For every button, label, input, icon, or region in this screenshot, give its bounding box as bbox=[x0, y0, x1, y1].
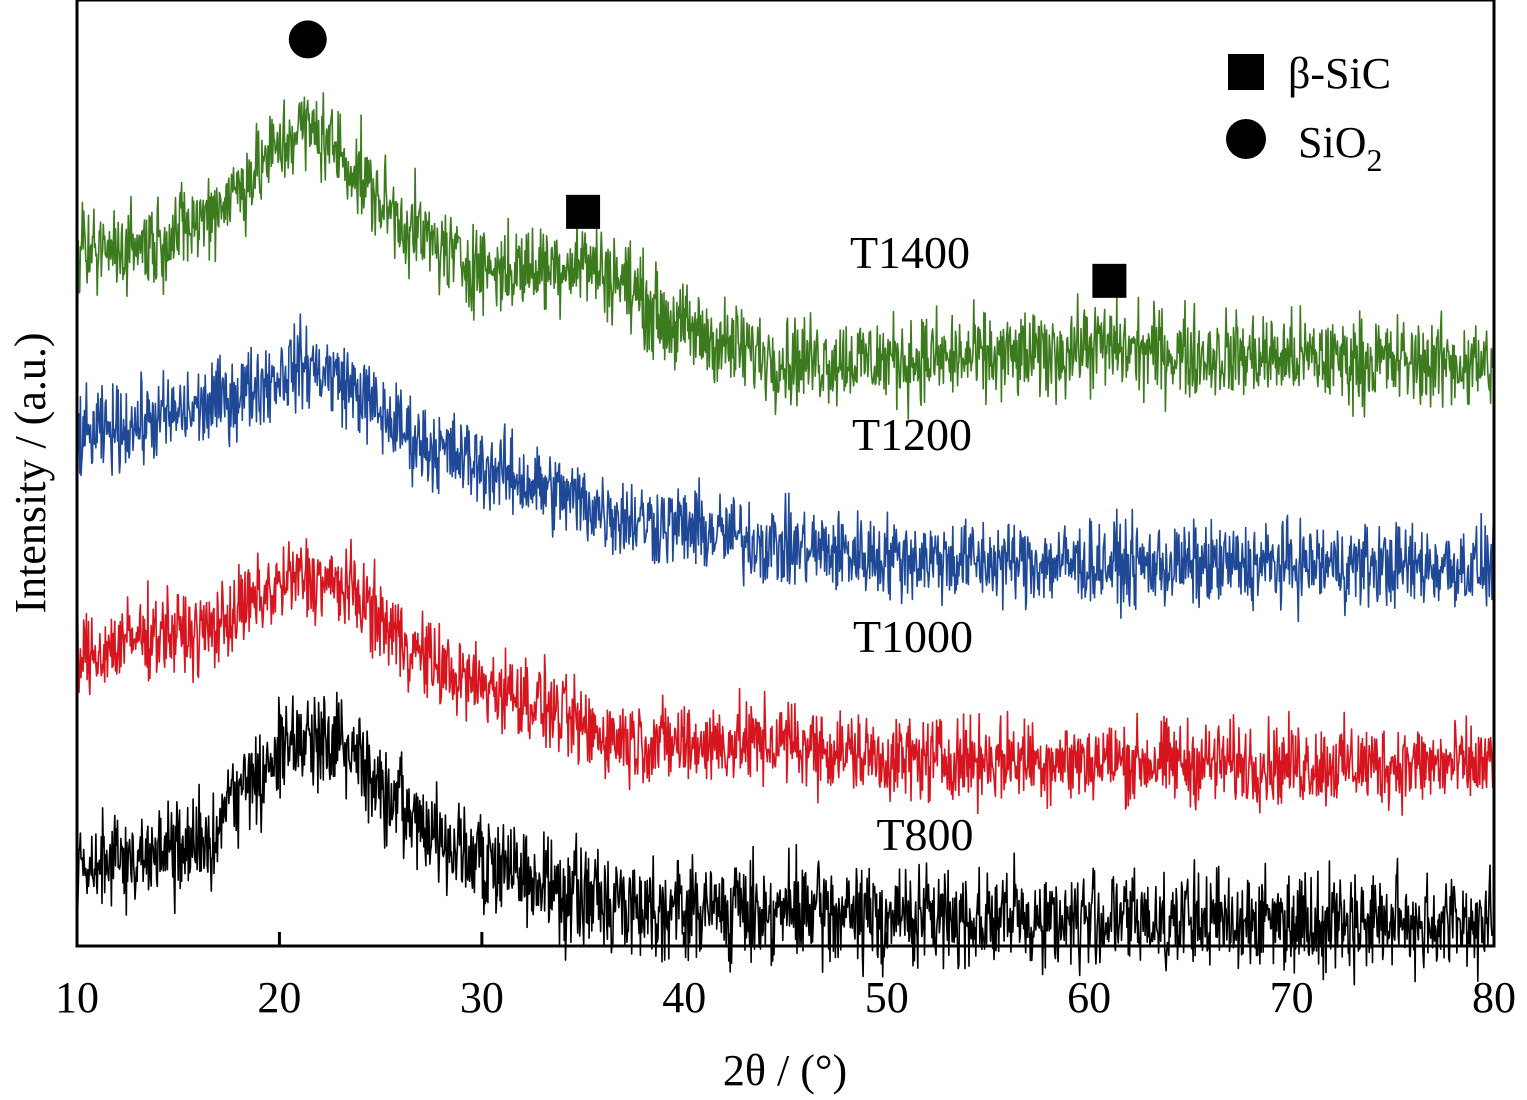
series-group bbox=[76, 92, 1495, 986]
series-line-t800 bbox=[76, 691, 1495, 986]
legend-label-sio2-subscript: 2 bbox=[1366, 142, 1382, 178]
series-label-t1200: T1200 bbox=[852, 409, 972, 460]
x-tick-label: 70 bbox=[1270, 973, 1314, 1022]
series-label-t1400: T1400 bbox=[850, 227, 970, 278]
series-label-t1000: T1000 bbox=[853, 611, 973, 662]
peak-marker-beta-sic bbox=[1092, 263, 1127, 298]
plot-frame bbox=[75, 0, 1496, 948]
x-tick-label: 50 bbox=[865, 973, 909, 1022]
series-line-t1200 bbox=[76, 313, 1495, 623]
x-tick-label: 80 bbox=[1472, 973, 1516, 1022]
x-axis-ticks: 10 20 30 40 50 60 70 80 bbox=[55, 932, 1516, 1022]
x-axis-label: 2θ / (°) bbox=[723, 1046, 847, 1095]
series-line-t1400 bbox=[76, 92, 1495, 420]
legend-label-beta-sic: β-SiC bbox=[1288, 49, 1391, 98]
peak-marker-sio2 bbox=[288, 20, 327, 59]
legend-label-sio2-main: SiO bbox=[1298, 118, 1366, 167]
x-tick-label: 60 bbox=[1067, 973, 1111, 1022]
series-label-t800: T800 bbox=[876, 809, 973, 860]
peak-markers bbox=[288, 20, 1127, 298]
legend-square-marker bbox=[1228, 54, 1264, 90]
series-line-t1000 bbox=[76, 538, 1495, 816]
legend-circle-marker bbox=[1226, 119, 1266, 159]
x-tick-label: 10 bbox=[55, 973, 99, 1022]
y-axis-label: Intensity / (a.u.) bbox=[6, 332, 55, 613]
peak-marker-beta-sic bbox=[566, 194, 601, 229]
legend-label-sio2: SiO2 bbox=[1298, 118, 1382, 178]
series-labels: T800 T1000 T1200 T1400 bbox=[850, 227, 974, 860]
x-tick-label: 40 bbox=[662, 973, 706, 1022]
x-tick-label: 20 bbox=[257, 973, 301, 1022]
x-tick-label: 30 bbox=[460, 973, 504, 1022]
legend: β-SiC SiO2 bbox=[1226, 49, 1391, 178]
